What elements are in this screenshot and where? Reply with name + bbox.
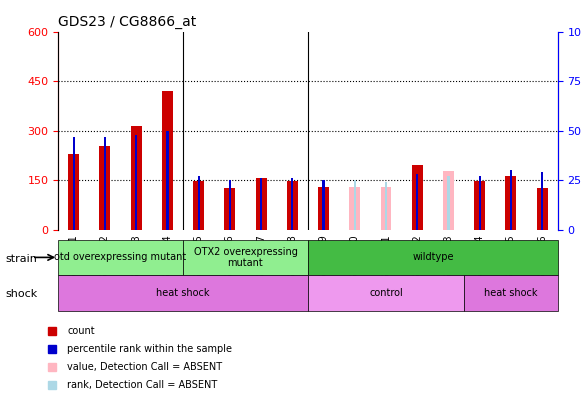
Text: heat shock: heat shock <box>484 288 537 298</box>
Bar <box>162 91 173 230</box>
Text: OTX2 overexpressing
mutant: OTX2 overexpressing mutant <box>193 247 297 268</box>
Bar <box>198 176 200 230</box>
Text: value, Detection Call = ABSENT: value, Detection Call = ABSENT <box>67 362 223 372</box>
Bar <box>349 187 360 230</box>
Bar <box>505 176 517 230</box>
Bar <box>224 188 235 230</box>
Text: otd overexpressing mutant: otd overexpressing mutant <box>55 252 187 263</box>
Bar <box>166 131 168 230</box>
Bar <box>322 180 325 230</box>
Bar <box>354 180 356 230</box>
Bar <box>260 178 262 230</box>
FancyBboxPatch shape <box>308 275 464 311</box>
Text: shock: shock <box>6 289 38 299</box>
Bar <box>537 188 548 230</box>
Bar <box>291 178 293 230</box>
Bar <box>68 154 79 230</box>
Bar <box>510 170 512 230</box>
Bar <box>131 126 142 230</box>
Bar <box>104 137 106 230</box>
FancyBboxPatch shape <box>464 275 558 311</box>
Text: GDS23 / CG8866_at: GDS23 / CG8866_at <box>58 15 196 29</box>
Text: heat shock: heat shock <box>156 288 210 298</box>
Text: rank, Detection Call = ABSENT: rank, Detection Call = ABSENT <box>67 380 218 390</box>
FancyBboxPatch shape <box>58 275 308 311</box>
Bar <box>385 182 387 230</box>
Bar <box>193 181 204 230</box>
Bar <box>256 177 267 230</box>
Bar <box>287 181 298 230</box>
Bar <box>416 174 418 230</box>
Text: control: control <box>369 288 403 298</box>
Bar <box>135 135 137 230</box>
Bar <box>229 180 231 230</box>
Bar <box>99 145 110 230</box>
Bar <box>412 165 423 230</box>
Bar <box>474 181 485 230</box>
Bar <box>447 176 450 230</box>
Bar <box>318 187 329 230</box>
Text: percentile rank within the sample: percentile rank within the sample <box>67 344 232 354</box>
Bar <box>381 187 392 230</box>
Text: strain: strain <box>6 254 38 265</box>
Bar <box>443 171 454 230</box>
FancyBboxPatch shape <box>183 240 308 275</box>
FancyBboxPatch shape <box>58 240 183 275</box>
Bar <box>541 172 543 230</box>
Text: count: count <box>67 326 95 337</box>
Bar <box>73 137 75 230</box>
FancyBboxPatch shape <box>308 240 558 275</box>
Bar <box>479 176 481 230</box>
Text: wildtype: wildtype <box>412 252 454 263</box>
